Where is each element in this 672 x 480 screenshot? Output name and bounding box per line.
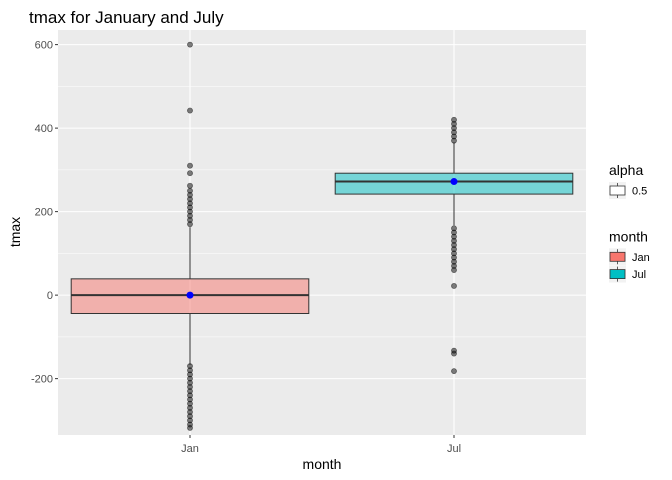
legend-title: month <box>609 228 648 244</box>
chart-title: tmax for January and July <box>29 8 224 27</box>
y-tick-label: 600 <box>35 40 53 52</box>
y-tick-label: -200 <box>31 374 53 386</box>
legend-key-jul <box>609 269 626 280</box>
outlier-point <box>451 283 457 289</box>
legend-label: Jul <box>632 269 646 281</box>
legend-label: Jan <box>632 252 650 264</box>
y-tick-label: 400 <box>35 123 53 135</box>
outlier-point <box>187 170 193 177</box>
mean-marker <box>450 178 458 186</box>
legend-label: 0.5 <box>632 186 647 198</box>
legend: alpha 0.5 month Jan Jul <box>609 162 650 283</box>
legend-title: alpha <box>609 162 643 178</box>
y-tick-label: 0 <box>47 290 53 302</box>
mean-marker <box>186 291 194 299</box>
outlier-point <box>451 267 457 273</box>
box-jan <box>70 41 310 431</box>
outlier-point <box>187 182 193 189</box>
legend-key-0-5 <box>609 185 626 196</box>
x-axis: Jan Jul <box>181 435 461 455</box>
outlier-point <box>451 368 457 375</box>
x-axis-title: month <box>303 456 342 472</box>
y-axis-title: tmax <box>7 217 23 247</box>
outlier-point <box>451 350 457 357</box>
outlier-point <box>187 41 193 48</box>
x-tick-label: Jul <box>447 443 461 455</box>
y-tick-label: 200 <box>35 207 53 219</box>
outlier-point <box>187 425 193 431</box>
boxes <box>70 41 574 431</box>
x-tick-label: Jan <box>181 443 199 455</box>
outlier-point <box>187 107 193 114</box>
plot-panel <box>58 30 586 435</box>
outlier-point <box>187 162 193 169</box>
outlier-point <box>451 116 457 123</box>
outlier-point <box>187 187 193 194</box>
box-jul <box>334 116 574 375</box>
y-axis: -200 0 200 400 600 <box>31 40 58 386</box>
legend-key-jan <box>609 251 626 262</box>
